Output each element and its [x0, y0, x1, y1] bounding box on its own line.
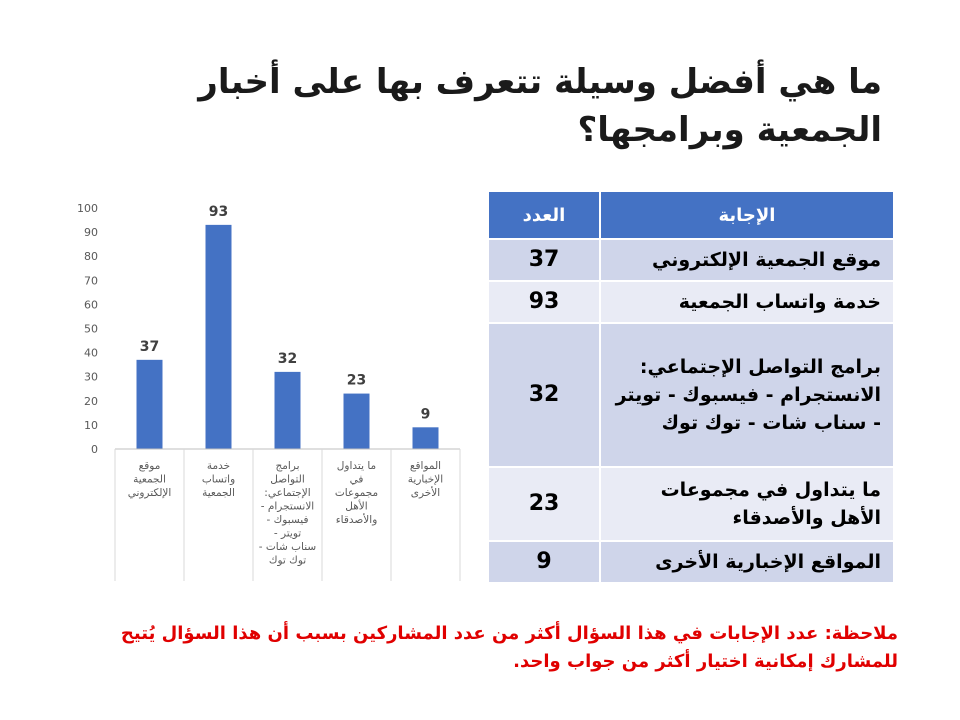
x-tick-label: ما يتداول في مجموعات الأهل والأصدقاء: [335, 460, 378, 526]
y-tick-label: 70: [84, 274, 98, 287]
table-header-row: الإجابة العدد: [487, 192, 893, 240]
y-tick-label: 0: [91, 443, 98, 456]
table-row: خدمة واتساب الجمعية 93: [487, 281, 893, 324]
table-row: المواقع الإخبارية الأخرى 9: [487, 541, 893, 584]
header-count: العدد: [487, 192, 600, 240]
slide-title: ما هي أفضل وسيلة تتعرف بها على أخبار الج…: [198, 62, 882, 150]
y-axis-ticks: 0 10 20 30 40 50 60 70 80 90 100: [77, 202, 98, 456]
bar: [412, 427, 439, 449]
data-labels: 37 93 32 23 9: [140, 204, 431, 422]
data-label: 32: [278, 351, 297, 367]
x-tick-label: خدمة واتساب الجمعية: [202, 460, 235, 499]
bars: [136, 224, 439, 449]
y-tick-label: 40: [84, 347, 98, 360]
y-tick-label: 30: [84, 371, 98, 384]
table-row: ما يتداول في مجموعات الأهل والأصدقاء 23: [487, 467, 893, 542]
row-answer: برامج التواصل الإجتماعي: الانستجرام - في…: [599, 323, 893, 468]
y-tick-label: 20: [84, 395, 98, 408]
x-tick-label: موقع الجمعية الإلكتروني: [128, 460, 172, 499]
row-answer: ما يتداول في مجموعات الأهل والأصدقاء: [599, 467, 893, 542]
bar: [274, 371, 301, 449]
bar: [343, 393, 370, 449]
bar: [205, 224, 232, 449]
data-label: 23: [347, 373, 366, 389]
x-axis-categories: موقع الجمعية الإلكتروني خدمة واتساب الجمعية بر…: [114, 449, 461, 581]
row-count: 32: [487, 323, 600, 468]
y-tick-label: 50: [84, 323, 98, 336]
x-tick-label: برامج التواصل الإجتماعي: الانستجرام -فيسبوك…: [259, 460, 316, 567]
answers-table: الإجابة العدد موقع الجمعية الإلكتروني 37…: [487, 192, 893, 584]
footnote: ملاحظة: عدد الإجابات في هذا السؤال أكثر …: [120, 623, 898, 672]
bar: [136, 359, 163, 449]
y-tick-label: 60: [84, 298, 98, 311]
row-answer: المواقع الإخبارية الأخرى: [599, 541, 893, 584]
bar-chart: 0 10 20 30 40 50 60 70 80 90 100 37 93 32 23 9 موقع الج…: [77, 202, 461, 581]
data-label: 37: [140, 339, 159, 355]
x-tick-label: المواقع الإخبارية الأخرى: [408, 460, 443, 499]
y-tick-label: 10: [84, 419, 98, 432]
y-tick-label: 100: [77, 202, 98, 215]
data-label: 93: [209, 204, 228, 220]
table-row: برامج التواصل الإجتماعي: الانستجرام - في…: [487, 323, 893, 468]
y-tick-label: 80: [84, 250, 98, 263]
row-count: 37: [487, 239, 600, 282]
header-answer: الإجابة: [599, 192, 893, 240]
y-tick-label: 90: [84, 226, 98, 239]
row-count: 23: [487, 467, 600, 542]
row-count: 9: [487, 541, 600, 584]
row-count: 93: [487, 281, 600, 324]
row-answer: خدمة واتساب الجمعية: [599, 281, 893, 324]
row-answer: موقع الجمعية الإلكتروني: [599, 239, 893, 282]
data-label: 9: [421, 406, 431, 422]
table-row: موقع الجمعية الإلكتروني 37: [487, 239, 893, 282]
